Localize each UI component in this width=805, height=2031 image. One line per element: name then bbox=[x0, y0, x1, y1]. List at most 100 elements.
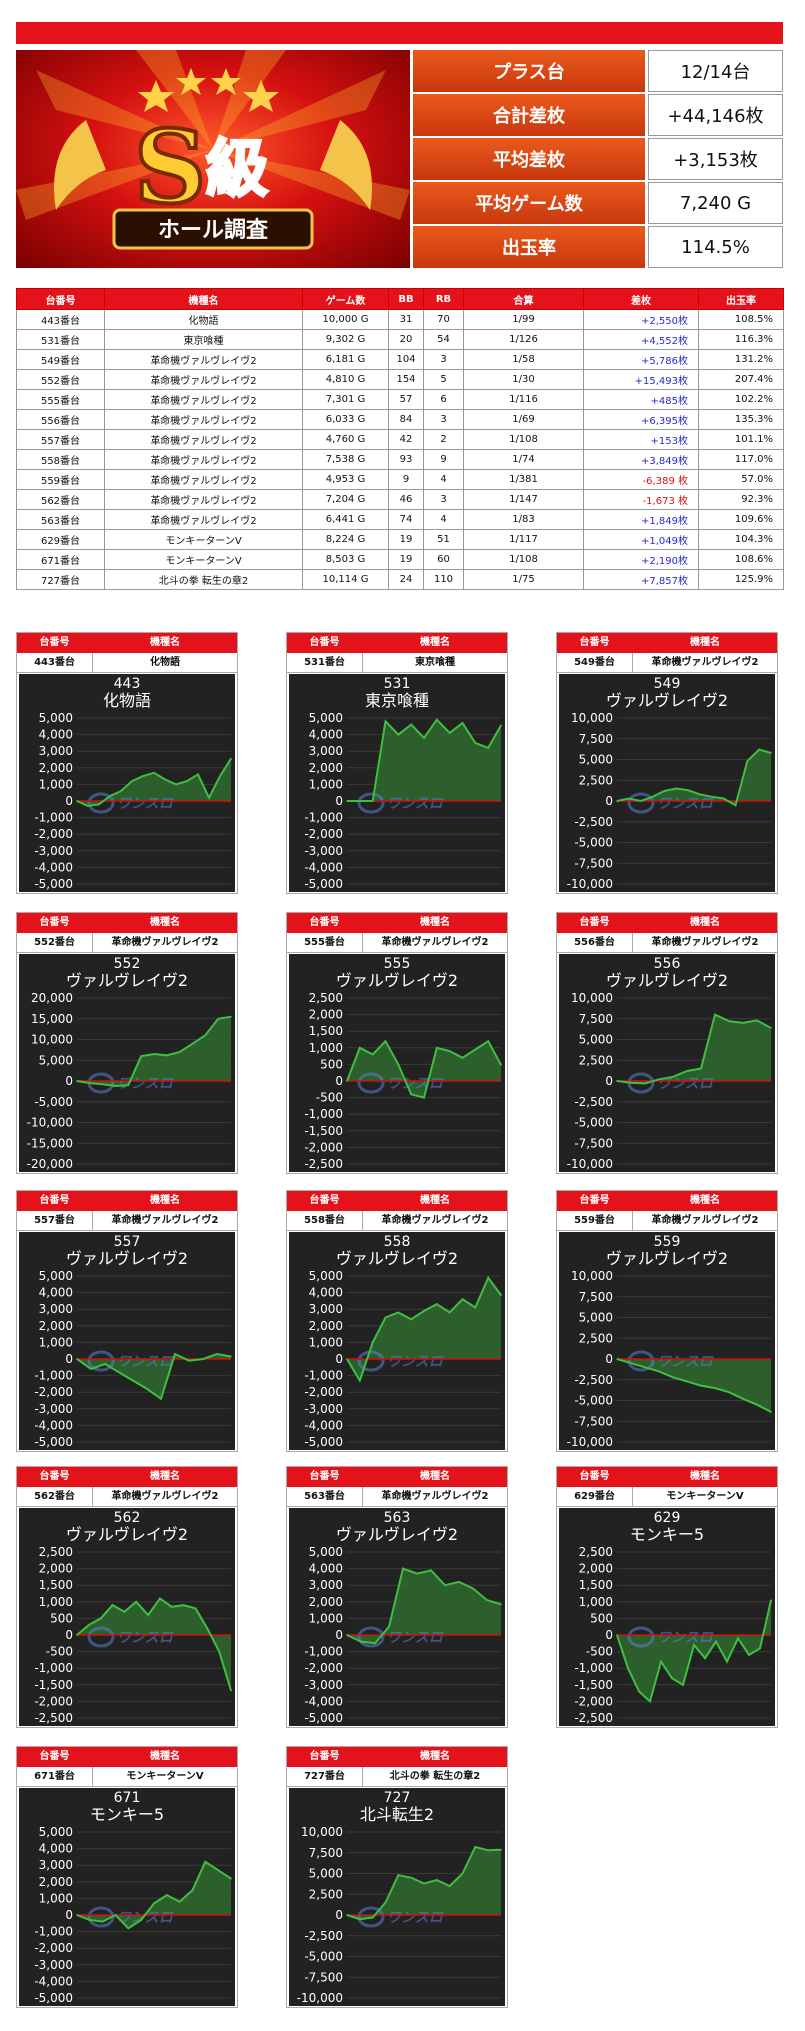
data-point bbox=[500, 1064, 502, 1066]
y-tick-label: -5,000 bbox=[34, 1991, 73, 2005]
table-row: 559番台 革命機ヴァルヴレイヴ2 4,953 G 9 4 1/381 -6,389 枚 57… bbox=[16, 469, 784, 490]
stat-value: +3,153枚 bbox=[648, 138, 783, 180]
col-header: 機種名 bbox=[104, 288, 303, 310]
cell-diff: +1,849枚 bbox=[583, 509, 699, 530]
y-tick-label: 3,000 bbox=[39, 744, 73, 758]
hall-survey-banner: S 級 ホール調査 bbox=[16, 50, 410, 268]
card-header-name-label: 機種名 bbox=[150, 1195, 180, 1206]
card-values: 549番台 革命機ヴァルヴレイヴ2 bbox=[557, 653, 777, 673]
cell-rb: 5 bbox=[423, 369, 464, 390]
data-point bbox=[486, 1599, 488, 1601]
chart-card: 台番号 機種名 727番台 北斗の拳 転生の章2 727 北斗転生2 10,000 7,500… bbox=[286, 1746, 508, 2008]
stat-value: 12/14台 bbox=[648, 50, 783, 92]
cell-num: 558番台 bbox=[16, 449, 105, 470]
card-machine-name: モンキーターンV bbox=[126, 1771, 204, 1782]
data-point bbox=[153, 772, 155, 774]
data-point bbox=[140, 1919, 142, 1921]
data-point bbox=[436, 1303, 438, 1305]
card-divider bbox=[632, 1487, 633, 1506]
y-tick-label: 1,000 bbox=[39, 1595, 73, 1609]
cell-rb: 3 bbox=[423, 489, 464, 510]
data-point bbox=[359, 1047, 361, 1049]
card-machine-number: 557番台 bbox=[34, 1215, 75, 1226]
data-point bbox=[230, 1015, 232, 1018]
watermark-logo: ワンスロ bbox=[357, 1350, 444, 1372]
data-point bbox=[660, 1660, 662, 1663]
card-header-name-label: 機種名 bbox=[150, 1751, 180, 1762]
card-machine-number: 558番台 bbox=[304, 1215, 345, 1226]
data-point bbox=[178, 1051, 181, 1053]
y-tick-label: 0 bbox=[335, 1628, 343, 1642]
data-point bbox=[436, 1879, 438, 1881]
table-row: 558番台 革命機ヴァルヴレイヴ2 7,538 G 93 9 1/74 +3,849枚 117… bbox=[16, 449, 784, 470]
y-tick-label: -1,000 bbox=[34, 1369, 73, 1383]
watermark-logo: ワンスロ bbox=[87, 1626, 174, 1648]
data-point bbox=[384, 720, 387, 723]
y-tick-label: 5,000 bbox=[309, 711, 343, 725]
data-point bbox=[616, 800, 618, 802]
data-point bbox=[153, 1902, 155, 1905]
data-point bbox=[208, 796, 210, 799]
y-tick-label: 0 bbox=[605, 1628, 613, 1642]
y-tick-label: 7,500 bbox=[309, 1846, 343, 1860]
y-tick-label: -20,000 bbox=[27, 1157, 73, 1171]
data-point bbox=[430, 1569, 432, 1572]
watermark-icon bbox=[87, 1626, 115, 1648]
stat-label: 平均差枚 bbox=[413, 138, 645, 180]
graph-title-name: ヴァルヴレイヴ2 bbox=[606, 691, 728, 710]
card-values: 671番台 モンキーターンV bbox=[17, 1767, 237, 1787]
card-machine-name: 革命機ヴァルヴレイヴ2 bbox=[111, 1491, 219, 1502]
data-point bbox=[76, 1634, 78, 1636]
y-tick-label: 5,000 bbox=[309, 1269, 343, 1283]
cell-diff: +6,395枚 bbox=[583, 409, 699, 430]
y-tick-label: -5,000 bbox=[574, 1116, 613, 1130]
y-tick-label: -4,000 bbox=[34, 1974, 73, 1988]
stat-value: 114.5% bbox=[648, 226, 783, 268]
cell-rb: 3 bbox=[423, 349, 464, 370]
data-point bbox=[714, 1013, 716, 1016]
cell-combined: 1/75 bbox=[463, 569, 584, 590]
cell-num: 443番台 bbox=[16, 309, 105, 330]
y-tick-label: 2,000 bbox=[39, 1319, 73, 1333]
cell-games: 6,441 G bbox=[302, 509, 389, 530]
data-point bbox=[76, 1358, 78, 1360]
watermark-icon bbox=[357, 1350, 385, 1372]
card-header-num-label: 台番号 bbox=[579, 1195, 610, 1206]
y-tick-label: 4,000 bbox=[309, 1286, 343, 1300]
card-divider bbox=[92, 653, 93, 672]
card-divider bbox=[632, 653, 633, 672]
cell-combined: 1/147 bbox=[463, 489, 584, 510]
y-tick-label: 2,000 bbox=[309, 1008, 343, 1022]
stat-label: 平均ゲーム数 bbox=[413, 182, 645, 224]
cell-bb: 74 bbox=[388, 509, 424, 530]
card-divider bbox=[362, 1211, 363, 1230]
chart-card: 台番号 機種名 555番台 革命機ヴァルヴレイヴ2 555 ヴァルヴレイヴ2 2,500 2,… bbox=[286, 912, 508, 1174]
cell-rate: 109.6% bbox=[698, 509, 784, 530]
data-point bbox=[461, 1872, 464, 1875]
card-machine-number: 563番台 bbox=[304, 1491, 345, 1502]
data-point bbox=[472, 1587, 474, 1590]
data-point bbox=[127, 1084, 130, 1086]
slump-area bbox=[77, 1861, 231, 1929]
y-tick-label: 10,000 bbox=[301, 1825, 343, 1839]
cell-games: 4,810 G bbox=[302, 369, 389, 390]
logo-letter: S bbox=[134, 108, 206, 226]
table-row: 555番台 革命機ヴァルヴレイヴ2 7,301 G 57 6 1/116 +485枚 102.… bbox=[16, 389, 784, 410]
cell-name: 化物語 bbox=[104, 309, 303, 330]
cell-bb: 24 bbox=[388, 569, 424, 590]
table-row: 563番台 革命機ヴァルヴレイヴ2 6,441 G 74 4 1/83 +1,849枚 109… bbox=[16, 509, 784, 530]
card-machine-number: 556番台 bbox=[574, 937, 615, 948]
y-tick-label: -2,000 bbox=[304, 827, 343, 841]
cell-diff: +153枚 bbox=[583, 429, 699, 450]
y-tick-label: 1,000 bbox=[309, 777, 343, 791]
data-point bbox=[346, 1358, 348, 1360]
graph-title-name: 北斗転生2 bbox=[360, 1805, 434, 1824]
data-point bbox=[346, 1080, 348, 1082]
y-tick-label: 0 bbox=[65, 1352, 73, 1366]
watermark-icon bbox=[357, 1072, 385, 1094]
card-values: 552番台 革命機ヴァルヴレイヴ2 bbox=[17, 933, 237, 953]
watermark-text: ワンスロ bbox=[117, 796, 174, 812]
data-point bbox=[204, 1034, 207, 1037]
data-point bbox=[728, 1020, 730, 1022]
y-tick-label: 2,000 bbox=[309, 761, 343, 775]
